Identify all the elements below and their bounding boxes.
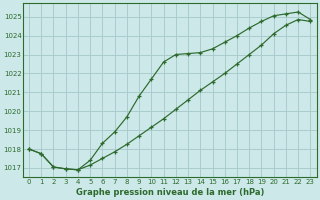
X-axis label: Graphe pression niveau de la mer (hPa): Graphe pression niveau de la mer (hPa) bbox=[76, 188, 264, 197]
